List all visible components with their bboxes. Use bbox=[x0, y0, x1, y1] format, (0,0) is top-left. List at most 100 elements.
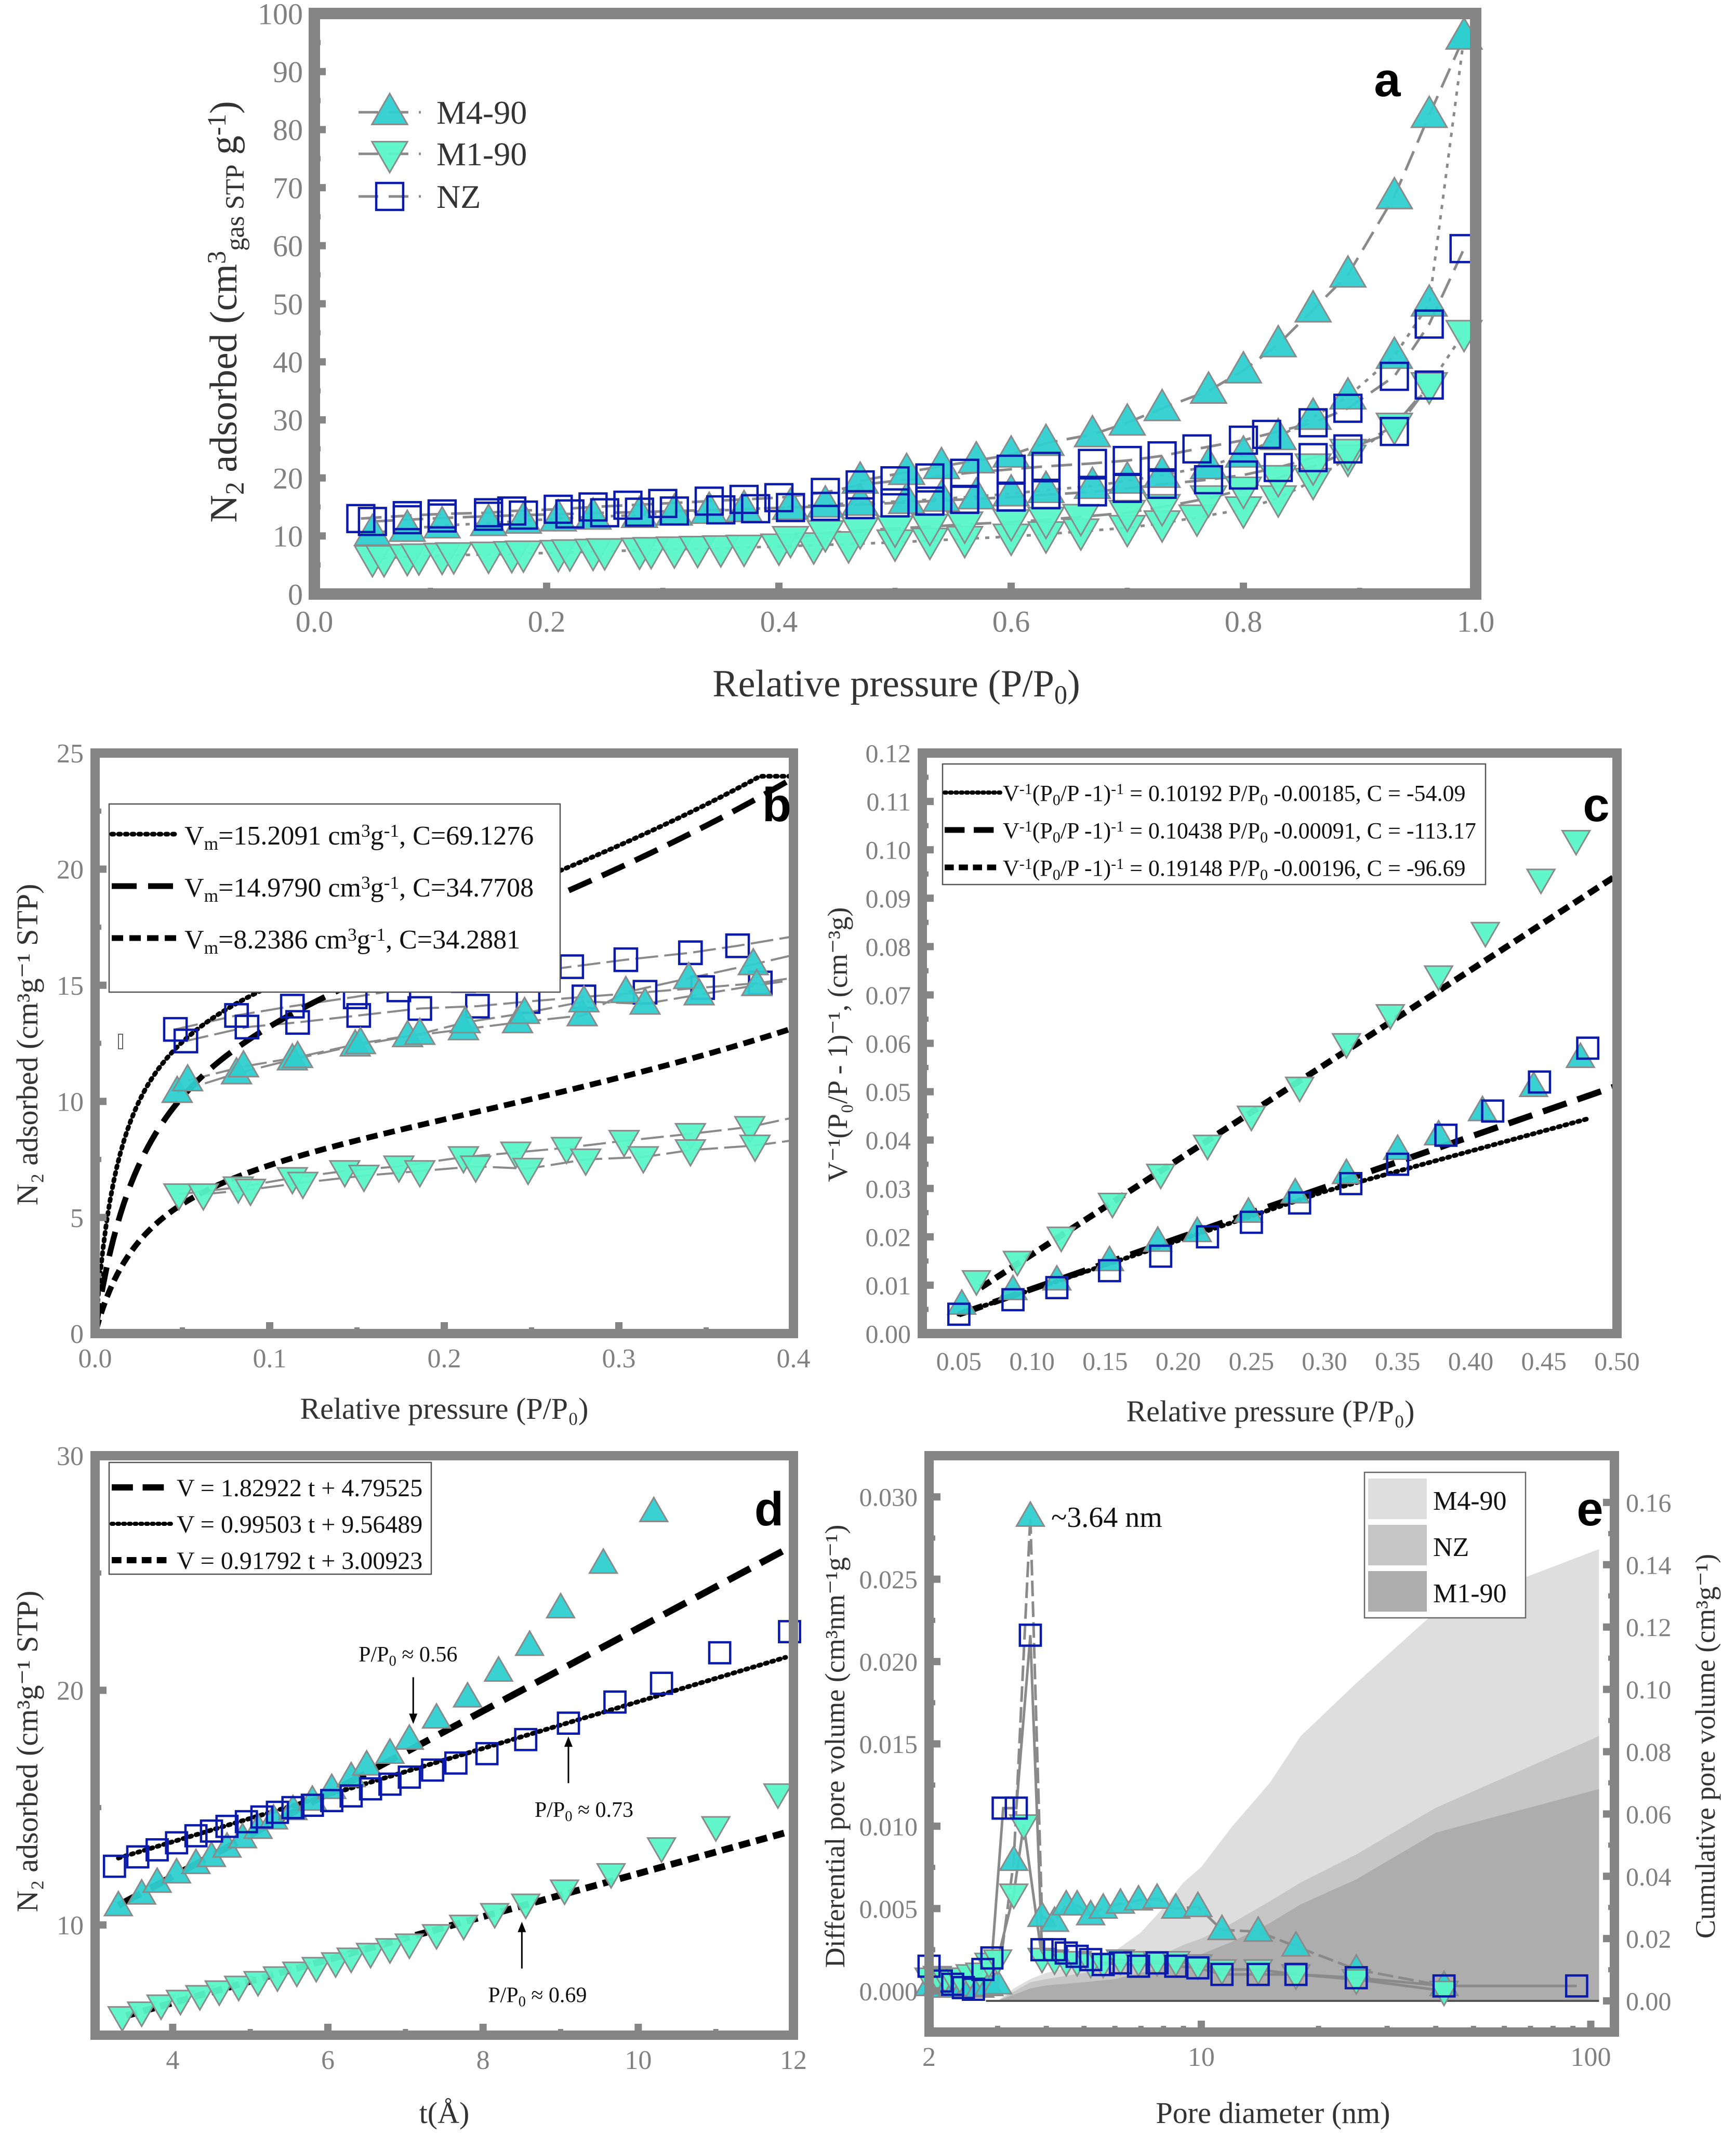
data-point-NZ bbox=[659, 496, 690, 526]
data-point-NZ bbox=[234, 1810, 258, 1834]
data-point-M1-90 bbox=[320, 1952, 351, 1979]
text-span: -1 bbox=[1019, 781, 1032, 798]
x-tick-label: 0.10 bbox=[1009, 1347, 1055, 1376]
y-tick-label: 0.04 bbox=[866, 1126, 911, 1155]
legend-swatch bbox=[1368, 1525, 1427, 1565]
legend-item-NZ: NZ bbox=[359, 178, 481, 215]
data-point-M4-90 bbox=[103, 1890, 134, 1917]
y-tick-label: 70 bbox=[273, 171, 303, 205]
data-point-M1-90 bbox=[479, 1903, 510, 1930]
y-tick-label: 0.11 bbox=[866, 787, 911, 816]
y-tick-label: 0.030 bbox=[859, 1483, 918, 1512]
data-point-M1-90 bbox=[375, 1938, 405, 1964]
data-point-NZ bbox=[509, 500, 538, 530]
x-axis-label: t(Å) bbox=[419, 2096, 470, 2130]
x-tick-label: 10 bbox=[625, 2046, 652, 2075]
text-span: ≈ 0.73 bbox=[572, 1798, 633, 1822]
x-tick-label: 0.15 bbox=[1082, 1347, 1128, 1376]
data-point-M1-90 bbox=[1145, 1164, 1176, 1190]
data-point-M1-90 bbox=[700, 1816, 731, 1843]
x-tick-label: 10 bbox=[1188, 2042, 1215, 2072]
text-span: gas STP bbox=[220, 164, 249, 250]
data-point-M1-90 bbox=[1284, 1076, 1315, 1103]
x-tick-label: 100 bbox=[1571, 2042, 1611, 2072]
text-span: m bbox=[204, 833, 219, 854]
text-span: (P bbox=[1032, 855, 1053, 881]
data-point-NZ bbox=[102, 1854, 126, 1878]
data-point-M4-90 bbox=[1073, 414, 1112, 447]
y-tick-label: 90 bbox=[273, 55, 303, 89]
text-span: ) bbox=[1067, 663, 1080, 705]
data-point-M1-90 bbox=[187, 1183, 220, 1211]
data-point-M4-90 bbox=[1143, 388, 1182, 421]
y-tick-label: 20 bbox=[57, 855, 84, 885]
data-point-NZ bbox=[706, 495, 736, 525]
text-span: -1 bbox=[384, 872, 399, 893]
y-right-tick-label: 0.12 bbox=[1626, 1613, 1672, 1642]
data-point-NZ bbox=[1031, 452, 1061, 481]
data-point-NZ bbox=[590, 498, 619, 528]
legend-item: V = 0.91792 t + 3.00923 bbox=[112, 1547, 422, 1575]
data-point-M1-90 bbox=[510, 1893, 541, 1920]
text-span: 0 bbox=[1260, 829, 1268, 846]
data-point-M4-90 bbox=[588, 1547, 619, 1574]
text-span: P/P bbox=[535, 1798, 565, 1822]
panel-b-bet-fit: 0 5 10 15 20 25 0.0 0.1 0.2 0.3 0.4 Relative pressu… bbox=[10, 739, 811, 1426]
data-point-NZ bbox=[1149, 1244, 1173, 1268]
legend-label: V-1(P0/P -1)-1 = 0.19148 P/P0 -0.00196, … bbox=[1003, 855, 1465, 884]
text-span: V bbox=[184, 821, 204, 851]
data-point-M4-90 bbox=[1280, 1177, 1310, 1204]
data-point-NZ bbox=[173, 1029, 198, 1053]
data-point-NZ bbox=[184, 1824, 208, 1848]
data-point-M1-90 bbox=[400, 543, 438, 577]
data-point-NZ bbox=[392, 501, 422, 531]
data-point-NZ bbox=[1078, 449, 1107, 478]
legend-marker-NZ bbox=[375, 181, 405, 212]
data-point-M1-90 bbox=[678, 535, 717, 569]
data-point-NZ bbox=[845, 470, 875, 500]
y-tick-label: 0.03 bbox=[866, 1174, 911, 1203]
y-tick-label: 100 bbox=[258, 0, 303, 31]
text-span: adsorbed (cm bbox=[203, 264, 245, 482]
y-tick-label: 0.09 bbox=[866, 884, 911, 913]
legend: V = 1.82922 t + 4.79525 V = 0.99503 t + 9… bbox=[108, 1461, 432, 1575]
y-axis-label-right: Cumulative pore volume (cm³g⁻¹) bbox=[1690, 1554, 1721, 1939]
legend-swatch bbox=[1368, 1571, 1427, 1612]
y-tick-label: 0 bbox=[70, 1320, 84, 1349]
data-point-NZ bbox=[357, 507, 387, 536]
data-point-M1-90 bbox=[1410, 372, 1449, 405]
data-point-M4-90 bbox=[1039, 1905, 1070, 1932]
data-point-NZ bbox=[475, 1742, 499, 1765]
x-tick-label: 1.0 bbox=[1457, 605, 1495, 639]
y-tick-label: 5 bbox=[70, 1204, 84, 1233]
data-point-M1-90 bbox=[336, 1947, 366, 1974]
data-point-NZ bbox=[1186, 1956, 1210, 1980]
data-point-M1-90 bbox=[499, 1141, 532, 1170]
data-point-M4-90 bbox=[1142, 1882, 1173, 1909]
legend-label: Vm=14.9790 cm3g-1, C=34.7708 bbox=[184, 872, 534, 905]
text-span: 2 bbox=[220, 482, 249, 495]
x-tick-label: 0.40 bbox=[1448, 1347, 1494, 1376]
data-point-M1-90 bbox=[762, 1783, 793, 1810]
data-point-NZ bbox=[359, 1777, 382, 1801]
text-span: -1 bbox=[370, 924, 386, 945]
legend-item: V-1(P0/P -1)-1 = 0.10192 P/P0 -0.00185, … bbox=[943, 781, 1465, 809]
annotation-label: P/P0 ≈ 0.73 bbox=[535, 1798, 633, 1825]
data-point-M4-90 bbox=[1243, 1915, 1274, 1942]
legend-item: Vm=15.2091 cm3g-1, C=69.1276 bbox=[109, 820, 534, 854]
y-tick-label: 0.10 bbox=[866, 836, 911, 865]
data-point-M1-90 bbox=[646, 1837, 677, 1864]
y-tick-label: 60 bbox=[273, 229, 303, 263]
y-tick-label: 10 bbox=[57, 1087, 84, 1117]
data-point-M4-90 bbox=[514, 1629, 545, 1656]
text-span: -1 bbox=[1111, 855, 1124, 873]
data-point-NZ bbox=[544, 494, 573, 524]
arrow-head bbox=[518, 1921, 526, 1932]
data-point-M1-90 bbox=[286, 1171, 319, 1200]
y-tick-label: 0.12 bbox=[866, 739, 911, 768]
legend-item-M1-90: M1-90 bbox=[1368, 1571, 1507, 1612]
annotation-label: P/P0 ≈ 0.69 bbox=[488, 1984, 587, 2010]
legend-item-M4-90: M4-90 bbox=[1368, 1479, 1507, 1519]
y-tick-label: 30 bbox=[57, 1442, 84, 1471]
x-tick-label: 0.2 bbox=[528, 605, 566, 639]
